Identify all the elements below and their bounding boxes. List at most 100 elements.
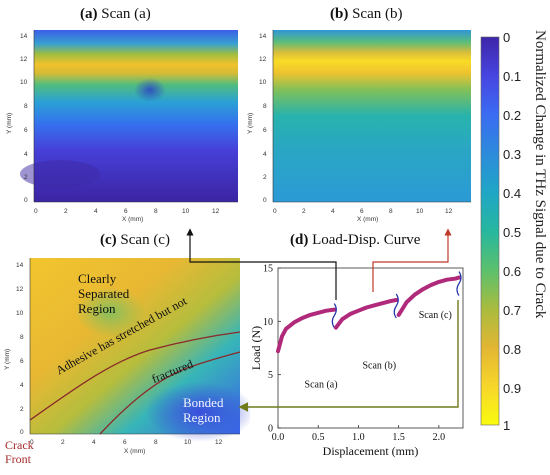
panel-c-xlabel: X (mm) (124, 448, 146, 455)
colorbar-tick: 0.5 (503, 225, 522, 240)
colorbar-tick: 0.7 (503, 303, 522, 318)
panel-a-axes: 14 12 10 8 6 4 2 0 0 2 4 6 8 10 12 X (mm… (0, 24, 250, 229)
panel-c-ytick: 4 (20, 382, 24, 389)
colorbar-tick: 0.3 (503, 147, 522, 162)
panel-c-ytick: 8 (20, 334, 24, 341)
chart-xtick-label: 0.0 (272, 432, 285, 443)
colorbar-tick: 0.9 (503, 381, 522, 396)
chart-xtick-label: 1.0 (352, 432, 365, 443)
chart-plot-area (277, 267, 464, 429)
panel-a-title: (a) Scan (a) (80, 6, 151, 23)
panel-b-ytick: 2 (263, 174, 267, 181)
panel-b-xlabel: X (mm) (357, 216, 379, 223)
colorbar-tick: 0.8 (503, 342, 522, 357)
panel-c-xtick: 10 (184, 439, 192, 446)
panel-d-letter: (d) (290, 232, 309, 248)
colorbar-tick: 0.2 (503, 108, 522, 123)
region-bonded-label: Bonded Region (183, 395, 224, 426)
panel-b-ytick: 4 (263, 151, 267, 158)
chart-ytick-label: 15 (263, 264, 273, 275)
panel-c-ytick: 10 (16, 310, 24, 317)
region-separated-label: Clearly Separated Region (78, 271, 130, 317)
panel-b-ytick: 0 (263, 197, 267, 204)
colorbar-tick: 0 (503, 30, 511, 45)
panel-c-ytick: 2 (20, 406, 24, 413)
chart-scan-brace (456, 271, 462, 296)
chart-ytick-label: 10 (263, 317, 273, 328)
panel-c-ylabel: Y (mm) (4, 348, 11, 370)
chart-ylabel: Load (N) (250, 326, 263, 370)
panel-d-name: Load-Disp. Curve (312, 232, 421, 248)
panel-b-ytick: 12 (259, 56, 267, 63)
panel-a-name: Scan (a) (101, 6, 151, 22)
panel-b-xtick: 4 (331, 208, 335, 215)
panel-b-letter: (b) (330, 6, 349, 22)
panel-b-title: (b) Scan (b) (330, 6, 403, 23)
chart-xtick-label: 1.5 (392, 432, 405, 443)
region-bonded-line: Bonded (183, 395, 224, 410)
panel-a-xtick: 10 (182, 208, 190, 215)
panel-a-heatmap (20, 30, 238, 203)
panel-a-ytick: 6 (24, 127, 28, 134)
panel-a-letter: (a) (80, 6, 98, 22)
chart-xtick-label: 2.0 (433, 432, 446, 443)
panel-c-ytick: 0 (20, 429, 24, 436)
region-bonded-line: Region (183, 409, 221, 425)
chart-xlabel: Displacement (mm) (323, 444, 419, 458)
panel-a-xtick: 4 (94, 208, 98, 215)
panel-b-name: Scan (b) (352, 6, 403, 22)
panel-c-ytick: 12 (16, 286, 24, 293)
panel-b-xtick: 8 (389, 208, 393, 215)
crack-front-label: Crack Front (5, 438, 34, 467)
panel-b-heatmap (272, 30, 471, 203)
panel-d-chart: 0 5 10 15 0.0 0.5 1.0 1.5 2.0 Displacement (mm) Lo… (250, 264, 464, 458)
chart-xtick-label: 0.5 (312, 432, 325, 443)
chart-ytick-label: 5 (268, 370, 273, 381)
panel-a-xtick: 6 (124, 208, 128, 215)
colorbar-fill (480, 36, 500, 426)
panel-b-xtick: 12 (445, 208, 453, 215)
chart-annotation: Scan (a) (305, 379, 338, 390)
chart-annotation: Scan (b) (362, 360, 396, 371)
colorbar (480, 36, 500, 426)
panel-a-ylabel: Y (mm) (6, 112, 13, 134)
crack-boundary-upper (29, 331, 241, 421)
panel-c-letter: (c) (100, 232, 117, 248)
panel-c-axes: 14 12 10 8 6 4 2 0 0 2 4 6 8 10 12 X (mm… (0, 252, 250, 475)
panel-a-ytick: 0 (24, 197, 28, 204)
panel-a-xlabel: X (mm) (122, 216, 144, 223)
panel-a-ytick: 2 (24, 174, 28, 181)
panel-a-ytick: 12 (20, 56, 28, 63)
panel-a-xtick: 12 (212, 208, 220, 215)
panel-c-xtick: 8 (154, 439, 158, 446)
region-separated-line: Region (78, 300, 116, 316)
crack-boundary-lower (99, 351, 241, 435)
panel-b-xtick: 0 (273, 208, 277, 215)
panel-a-xtick: 8 (154, 208, 158, 215)
region-separated-line: Separated (78, 285, 130, 301)
panel-c-xtick: 6 (123, 439, 127, 446)
panel-b-ytick: 6 (263, 127, 267, 134)
colorbar-label: Normalized Change in THz Signal due to C… (532, 30, 548, 319)
panel-b-axes: 14 12 10 8 6 4 2 0 0 2 4 6 8 10 12 X (mm… (245, 24, 475, 229)
colorbar-tick: 0.6 (503, 264, 522, 279)
panel-c-title: (c) Scan (c) (100, 232, 170, 249)
panel-d-title: (d) Load-Disp. Curve (290, 232, 420, 249)
region-separated-line: Clearly (78, 271, 117, 286)
panel-b-xtick: 6 (360, 208, 364, 215)
panel-b-ytick: 14 (259, 33, 267, 40)
panel-c-xtick: 2 (61, 439, 65, 446)
panel-a-xtick: 0 (34, 208, 38, 215)
panel-a-ytick: 4 (24, 151, 28, 158)
panel-b-ytick: 10 (259, 79, 267, 86)
panel-a-ytick: 8 (24, 103, 28, 110)
panel-c-ytick: 14 (16, 262, 24, 269)
panel-a-ytick: 10 (20, 79, 28, 86)
panel-c-name: Scan (c) (120, 232, 170, 248)
colorbar-tick: 0.1 (503, 69, 522, 84)
panel-c-xtick: 4 (92, 439, 96, 446)
panel-b-ylabel: Y (mm) (247, 112, 254, 134)
chart-ytick-label: 0 (268, 424, 273, 435)
panel-c-ytick: 6 (20, 358, 24, 365)
colorbar-tick: 0.4 (503, 186, 522, 201)
